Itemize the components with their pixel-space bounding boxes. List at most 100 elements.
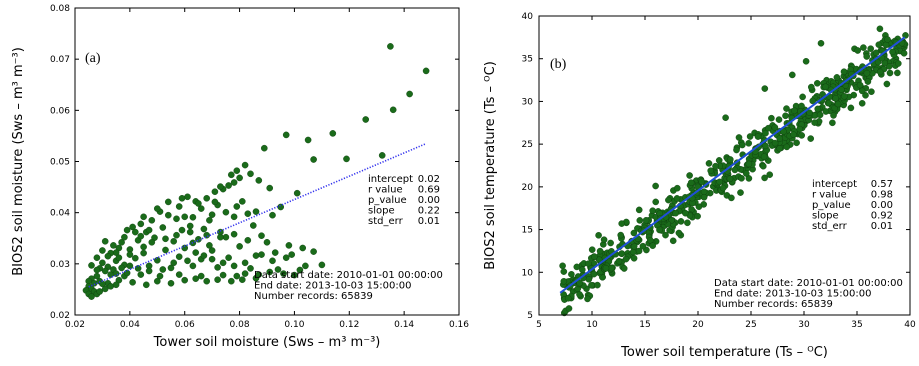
data-point — [162, 235, 169, 243]
data-point — [230, 262, 238, 270]
data-point — [310, 156, 317, 163]
x-tick-label: 0.06 — [175, 320, 195, 330]
data-point — [137, 271, 145, 278]
data-point — [796, 125, 804, 133]
data-point — [743, 170, 750, 177]
data-point — [687, 179, 695, 186]
data-point — [895, 60, 902, 67]
stat-label: slope — [812, 211, 839, 222]
y-tick-label: 30 — [522, 97, 534, 107]
data-point — [129, 223, 136, 231]
data-point — [719, 184, 727, 192]
data-point — [817, 40, 825, 47]
data-point — [760, 162, 767, 170]
data-point — [766, 171, 774, 178]
data-point — [422, 67, 430, 75]
data-point — [208, 247, 216, 254]
data-point — [565, 305, 573, 312]
data-point — [96, 288, 103, 295]
stat-label: std_err — [812, 221, 848, 232]
data-point — [649, 242, 657, 249]
data-point — [762, 142, 769, 150]
data-point — [211, 188, 219, 195]
x-tick-label: 0.08 — [230, 320, 250, 330]
data-point — [889, 48, 896, 56]
data-point — [771, 139, 779, 147]
data-point — [834, 100, 842, 108]
data-point — [167, 279, 175, 287]
data-point — [868, 88, 875, 95]
data-point — [635, 247, 643, 255]
data-point — [672, 209, 680, 217]
data-point — [362, 116, 370, 123]
data-point — [595, 231, 602, 239]
y-tick-label: 15 — [522, 226, 533, 236]
x-tick-label: 30 — [798, 320, 810, 330]
data-point — [206, 242, 213, 249]
x-tick-label: 25 — [745, 320, 756, 330]
data-point — [112, 281, 120, 289]
data-point — [291, 271, 298, 279]
data-point — [775, 116, 783, 123]
data-point — [173, 215, 180, 223]
data-point — [175, 203, 183, 210]
data-point — [722, 114, 729, 121]
x-tick-label: 10 — [586, 320, 598, 330]
data-point — [726, 175, 734, 183]
data-point — [662, 231, 669, 239]
data-point — [153, 256, 161, 264]
data-point — [115, 254, 123, 262]
data-point — [761, 174, 768, 182]
data-point — [802, 58, 810, 65]
data-point — [343, 155, 350, 163]
data-point — [630, 254, 638, 262]
data-point — [99, 247, 106, 254]
data-point — [780, 128, 787, 135]
x-tick-label: 0.04 — [120, 320, 140, 330]
data-point — [652, 198, 660, 206]
data-point — [208, 255, 216, 263]
data-point — [798, 102, 805, 110]
data-point — [178, 194, 186, 202]
regression-line — [559, 36, 906, 294]
data-point — [900, 50, 908, 57]
data-point — [856, 81, 864, 89]
data-point — [675, 229, 683, 237]
data-point — [118, 264, 125, 272]
data-point — [673, 195, 681, 202]
data-point — [162, 246, 169, 254]
data-point — [88, 293, 95, 300]
data-point — [700, 188, 708, 195]
data-point — [258, 232, 265, 239]
data-point — [858, 100, 866, 107]
data-point — [159, 224, 167, 231]
data-point — [269, 257, 276, 265]
data-point — [576, 279, 584, 287]
x-tick-label: 40 — [904, 320, 916, 330]
stat-value: 0.92 — [871, 211, 893, 222]
chart-panel-b: 5 10 15 20 25 30 35 40 5 10 15 20 25 30 35 40 Tower soil… — [483, 12, 916, 360]
data-point — [876, 25, 884, 33]
data-point — [126, 262, 134, 270]
data-point — [783, 105, 790, 112]
data-point — [145, 226, 153, 234]
data-point — [816, 111, 824, 119]
data-point — [164, 211, 172, 219]
data-point — [225, 254, 232, 262]
data-point — [884, 36, 891, 43]
stat-value: 0.00 — [418, 195, 440, 206]
data-point — [698, 178, 706, 185]
data-point — [806, 109, 813, 116]
plot-frame — [538, 15, 911, 316]
data-point — [137, 232, 145, 240]
data-point — [838, 86, 845, 93]
data-point — [733, 146, 740, 154]
data-point — [825, 99, 833, 107]
data-point — [99, 259, 106, 267]
data-point — [808, 83, 815, 91]
data-point — [618, 220, 626, 227]
data-point — [622, 255, 630, 263]
x-tick-label: 5 — [536, 320, 542, 330]
data-point — [876, 68, 884, 76]
data-point — [126, 251, 134, 258]
